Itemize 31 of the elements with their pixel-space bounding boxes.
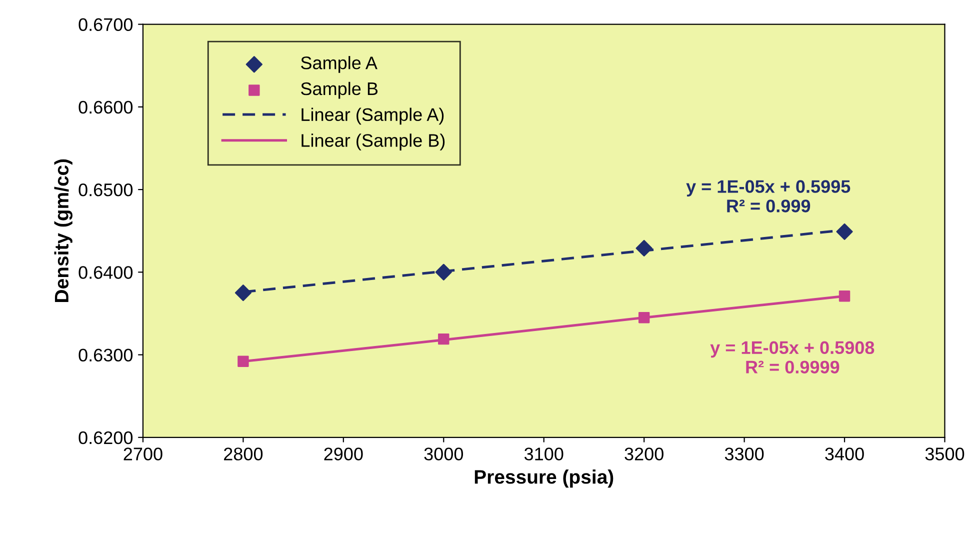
x-tick-label: 3200: [624, 448, 664, 460]
legend-label: Sample B: [301, 82, 378, 99]
x-tick-label: 3400: [825, 448, 864, 460]
y-tick-label: 0.6300: [78, 348, 133, 362]
point: [636, 240, 652, 256]
x-tick-label: 2800: [224, 448, 263, 460]
y-tick-label: 0.6400: [78, 266, 133, 279]
x-tick-label: 3300: [724, 448, 764, 460]
x-tick-label: 3100: [524, 448, 564, 460]
y-axis-title: Density (gm/cc): [54, 159, 72, 302]
legend-label: Linear (Sample A): [302, 108, 444, 125]
x-axis-title: Pressure (psia): [474, 470, 614, 488]
annotation: y = 1E-05x + 0.5995 R² = 0.999: [686, 180, 850, 212]
legend-label: Sample A: [301, 56, 378, 73]
y-tick-label: 0.6700: [78, 18, 133, 32]
point: [836, 223, 853, 240]
x-tick-label: 2700: [124, 448, 162, 460]
point: [438, 333, 450, 345]
point: [638, 312, 650, 324]
annotation: y = 1E-05x + 0.5908 R² = 0.9999: [710, 341, 874, 374]
x-tick-label: 2900: [324, 448, 363, 460]
y-tick-label: 0.6500: [78, 183, 133, 196]
point: [838, 290, 850, 302]
x-tick-label: 3500: [925, 448, 964, 460]
y-tick-label: 0.6600: [78, 100, 133, 114]
point: [234, 284, 252, 302]
x-tick-label: 3000: [424, 448, 464, 460]
legend-label: Linear (Sample B): [302, 134, 445, 150]
point: [238, 356, 249, 367]
y-tick-label: 0.6200: [78, 431, 133, 444]
point: [435, 264, 452, 280]
